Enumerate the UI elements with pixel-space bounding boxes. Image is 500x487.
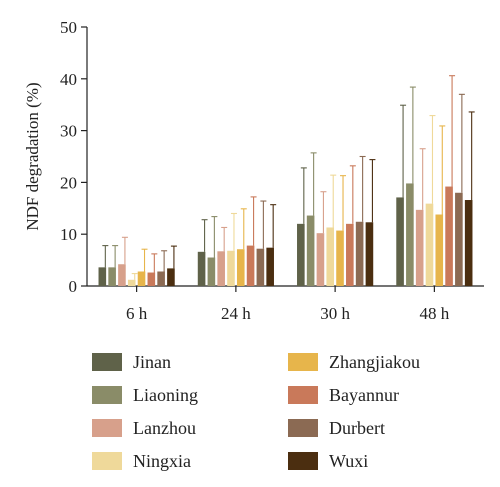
legend-label-liaoning: Liaoning: [133, 385, 198, 405]
bar-durbert-6h: [157, 271, 165, 286]
bar-durbert-48h: [455, 192, 463, 286]
legend-swatch-ningxia: [92, 452, 122, 470]
legend-label-ningxia: Ningxia: [133, 451, 191, 471]
legend-swatch-zhangjiakou: [288, 353, 318, 371]
y-tick-label: 50: [60, 18, 77, 37]
bar-lanzhou-48h: [415, 209, 424, 286]
bar-wuxi-24h: [266, 247, 274, 286]
legend-label-wuxi: Wuxi: [329, 451, 368, 471]
y-tick-label: 10: [60, 225, 77, 244]
bar-liaoning-30h: [306, 215, 315, 286]
y-ticks: 0 10 20 30 40 50: [60, 18, 87, 296]
bar-lanzhou-6h: [118, 264, 126, 286]
bar-jinan-24h: [197, 251, 206, 286]
x-tick-label: 24 h: [221, 304, 251, 323]
bar-liaoning-48h: [406, 183, 414, 286]
legend-swatch-wuxi: [288, 452, 318, 470]
bar-jinan-48h: [396, 197, 404, 286]
bar-zhangjiakou-24h: [236, 249, 245, 286]
legend-swatch-jinan: [92, 353, 122, 371]
bar-bayannur-6h: [147, 272, 156, 286]
y-tick-label: 0: [69, 277, 78, 296]
bar-jinan-6h: [98, 267, 107, 286]
bar-zhangjiakou-48h: [435, 214, 444, 286]
bar-bayannur-24h: [246, 245, 255, 286]
x-tick-label: 48 h: [420, 304, 450, 323]
legend-swatch-bayannur: [288, 386, 318, 404]
bar-durbert-30h: [355, 221, 364, 286]
bar-ningxia-30h: [326, 227, 335, 286]
legend-label-lanzhou: Lanzhou: [133, 418, 196, 438]
legend-label-bayannur: Bayannur: [329, 385, 399, 405]
x-tick-label: 6 h: [126, 304, 148, 323]
y-tick-label: 20: [60, 173, 77, 192]
bar-zhangjiakou-6h: [137, 271, 146, 286]
bar-ningxia-48h: [425, 203, 434, 286]
legend-label-zhangjiakou: Zhangjiakou: [329, 352, 420, 372]
legend-label-jinan: Jinan: [133, 352, 171, 372]
legend-swatch-lanzhou: [92, 419, 122, 437]
x-ticks: 6 h 24 h 30 h 48 h: [126, 286, 450, 323]
bar-durbert-24h: [256, 248, 265, 286]
bar-zhangjiakou-30h: [336, 230, 344, 286]
legend-label-durbert: Durbert: [329, 418, 385, 438]
bar-lanzhou-30h: [316, 233, 325, 286]
bars-layer: [98, 183, 473, 286]
bar-liaoning-24h: [207, 257, 216, 286]
legend: Jinan Liaoning Lanzhou Ningxia Zhangjiakou Ba…: [92, 352, 420, 471]
bar-liaoning-6h: [108, 267, 116, 286]
axes: [86, 27, 484, 287]
y-tick-label: 30: [60, 122, 77, 141]
bar-bayannur-48h: [445, 186, 453, 286]
bar-lanzhou-24h: [217, 251, 225, 286]
x-tick-label: 30 h: [320, 304, 350, 323]
bar-ningxia-24h: [227, 250, 235, 286]
bar-wuxi-6h: [167, 268, 175, 286]
bar-wuxi-30h: [365, 222, 374, 286]
legend-swatch-liaoning: [92, 386, 122, 404]
y-tick-label: 40: [60, 70, 77, 89]
legend-swatch-durbert: [288, 419, 318, 437]
bar-bayannur-30h: [346, 223, 354, 286]
y-axis-title: NDF degradation (%): [23, 82, 42, 230]
error-bars-layer: [102, 75, 475, 280]
bar-ningxia-6h: [127, 279, 136, 286]
bar-wuxi-48h: [464, 200, 473, 286]
bar-jinan-30h: [297, 223, 305, 286]
